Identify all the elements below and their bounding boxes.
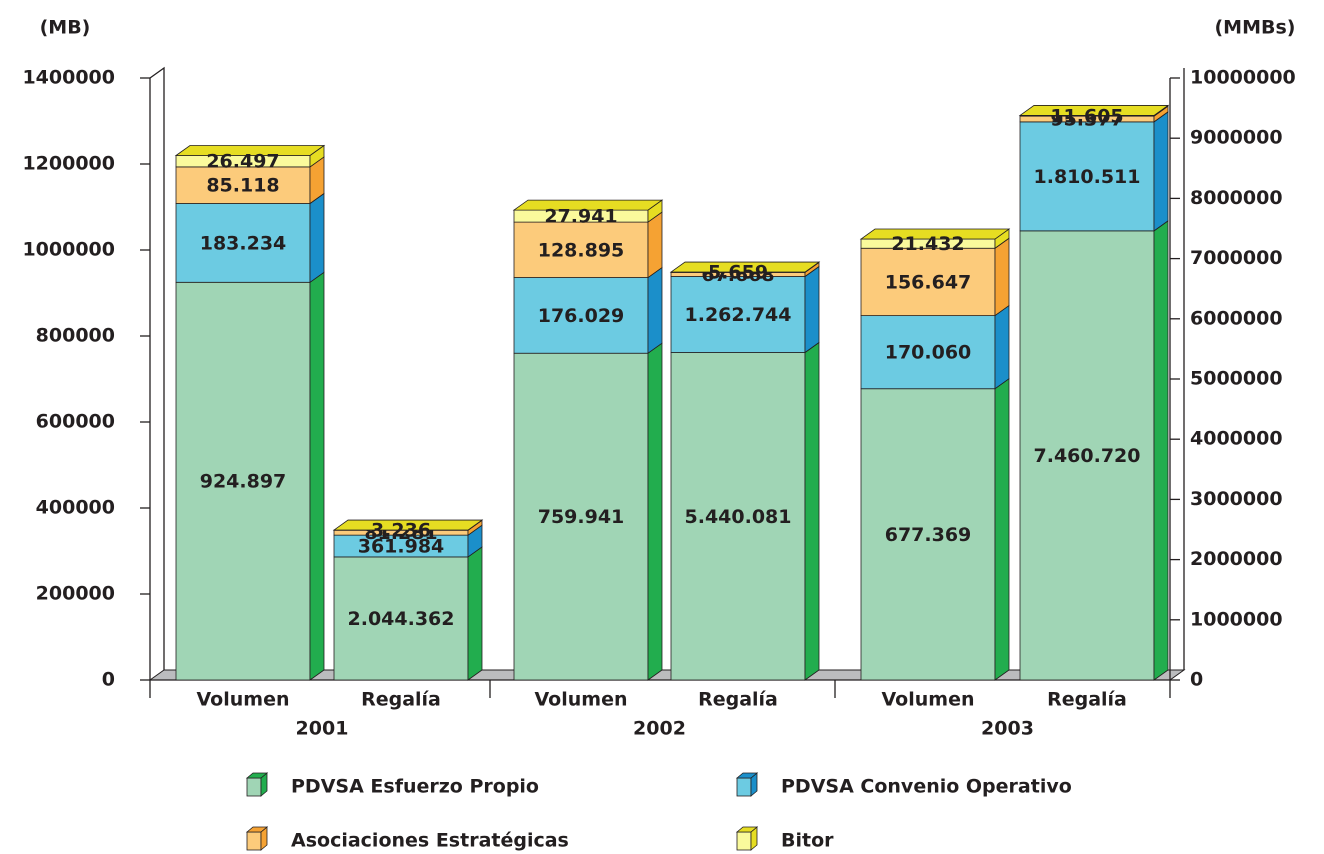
group-label: 2003	[981, 718, 1034, 740]
data-label: 7.460.720	[1034, 445, 1141, 467]
data-label: 924.897	[200, 471, 287, 493]
bar-side	[647, 342, 663, 681]
bar-top	[1018, 105, 1170, 116]
bar-top	[669, 261, 821, 273]
legend-swatch-top	[735, 826, 759, 833]
data-label: 27.941	[544, 206, 617, 228]
legend-swatch-top	[245, 772, 269, 779]
data-label: 361.984	[358, 536, 445, 558]
y-tick-label: 400000	[36, 497, 115, 519]
bar-segment	[860, 247, 996, 317]
y2-tick-label: 0	[1190, 669, 1203, 691]
group-label: 2002	[633, 718, 686, 740]
data-label: 759.941	[538, 506, 625, 528]
bar-segment	[175, 281, 311, 681]
bar-side	[1153, 220, 1169, 681]
legend-label: PDVSA Esfuerzo Propio	[291, 776, 539, 798]
bar-side	[994, 377, 1010, 681]
bar-segment	[333, 556, 469, 681]
bar-side	[647, 266, 663, 355]
x-tick-label: Regalía	[361, 689, 441, 711]
data-label: 1.810.511	[1034, 166, 1141, 188]
legend-swatch	[246, 831, 262, 851]
legend-label: Asociaciones Estratégicas	[291, 830, 569, 852]
x-tick-label: Volumen	[882, 689, 975, 711]
y2-tick-label: 2000000	[1190, 548, 1283, 570]
bar-side	[647, 211, 663, 279]
data-label: 21.432	[891, 233, 964, 255]
data-label: 85.118	[206, 175, 279, 197]
x-tick-label: Regalía	[698, 689, 778, 711]
group-label: 2001	[296, 718, 349, 740]
x-tick-label: Volumen	[535, 689, 628, 711]
data-label: 183.234	[200, 232, 287, 254]
data-label: 5.659	[708, 262, 768, 284]
y2-tick-label: 1000000	[1190, 608, 1283, 630]
bar-side	[994, 237, 1010, 317]
data-label: 3.236	[371, 520, 431, 542]
y2-tick-label: 3000000	[1190, 488, 1283, 510]
legend-label: Bitor	[781, 830, 834, 852]
legend-swatch-top	[735, 772, 759, 779]
data-label: 5.440.081	[685, 506, 792, 528]
bar-segment	[860, 315, 996, 390]
bar-side	[1153, 111, 1169, 232]
bar-segment	[670, 276, 806, 353]
x-tick-label: Regalía	[1047, 689, 1127, 711]
bar-segment	[860, 388, 996, 681]
y2-tick-label: 6000000	[1190, 307, 1283, 329]
bar-side	[467, 546, 483, 681]
y-tick-label: 1200000	[22, 153, 115, 175]
y-tick-label: 200000	[36, 583, 115, 605]
y2-tick-label: 9000000	[1190, 127, 1283, 149]
legend-swatch-top	[245, 826, 269, 833]
bar-side	[804, 341, 820, 681]
y2-axis-label: (MMBs)	[1215, 17, 1296, 39]
data-label: 128.895	[538, 239, 625, 261]
bar-top	[859, 228, 1011, 240]
y-tick-label: 800000	[36, 325, 115, 347]
data-label: 1.262.744	[685, 304, 792, 326]
data-label: 26.497	[206, 151, 279, 173]
data-label: 156.647	[885, 271, 972, 293]
data-label: 176.029	[538, 305, 625, 327]
y-tick-label: 1400000	[22, 67, 115, 89]
bar-segment	[513, 352, 649, 681]
bar-segment	[670, 352, 806, 681]
y-axis-label: (MB)	[40, 17, 91, 39]
bar-side	[309, 192, 325, 284]
bar-side	[804, 265, 820, 354]
y2-tick-label: 4000000	[1190, 428, 1283, 450]
y-tick-label: 1000000	[22, 239, 115, 261]
bar-segment	[1019, 230, 1155, 681]
y2-tick-label: 7000000	[1190, 247, 1283, 269]
legend-swatch	[736, 777, 752, 797]
bar-top	[512, 199, 664, 211]
y-tick-label: 600000	[36, 411, 115, 433]
y2-tick-label: 8000000	[1190, 187, 1283, 209]
data-label: 11.605	[1050, 105, 1123, 127]
bar-segment	[513, 221, 649, 278]
bar-segment	[175, 203, 311, 283]
bar-segment	[175, 166, 311, 204]
back-wall	[149, 66, 165, 670]
bar-segment	[1019, 121, 1155, 232]
bar-side	[309, 271, 325, 681]
y-tick-label: 0	[102, 669, 115, 691]
y2-tick-label: 10000000	[1190, 67, 1296, 89]
y2-tick-label: 5000000	[1190, 368, 1283, 390]
bar-top	[332, 519, 484, 531]
bar-top	[174, 145, 326, 156]
data-label: 2.044.362	[348, 608, 455, 630]
data-label: 170.060	[885, 342, 972, 364]
data-label: 677.369	[885, 524, 972, 546]
legend-label: PDVSA Convenio Operativo	[781, 776, 1072, 798]
legend-swatch	[736, 831, 752, 851]
bar-side	[994, 304, 1010, 390]
x-tick-label: Volumen	[197, 689, 290, 711]
legend-swatch	[246, 777, 262, 797]
